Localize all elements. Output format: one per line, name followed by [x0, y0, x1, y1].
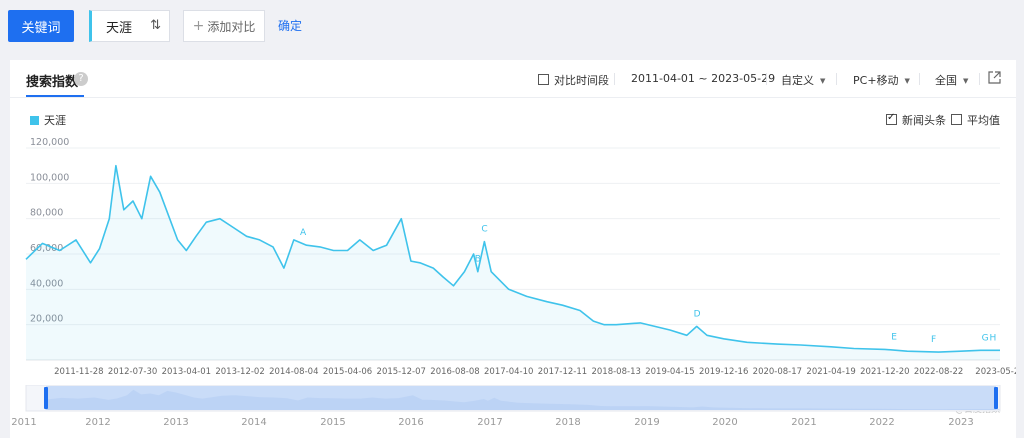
x-tick-label: 2012-07-30	[108, 367, 157, 377]
annotation-marker: E	[891, 332, 897, 342]
add-compare-button[interactable]: + 添加对比	[183, 10, 265, 42]
chart-legend[interactable]: 天涯	[30, 112, 66, 128]
slider-year-label: 2023	[948, 417, 973, 428]
region-dropdown[interactable]: 全国 ▼	[935, 72, 968, 88]
slider-year-label: 2013	[163, 417, 188, 428]
title-underline	[26, 95, 84, 97]
search-index-panel: 搜索指数 ? 对比时间段 2011-04-01 ~ 2023-05-29 自定义…	[10, 60, 1016, 438]
search-term-box[interactable]: 天涯 ⇅	[89, 10, 170, 42]
slider-year-label: 2014	[241, 417, 266, 428]
x-tick-label: 2021-12-20	[860, 367, 909, 377]
news-headlines-label: 新闻头条	[902, 114, 946, 127]
toolbar: 关键词 天涯 ⇅ + 添加对比 确定	[0, 0, 1024, 52]
series-line	[25, 164, 1000, 353]
x-tick-label: 2011-11-28	[54, 367, 103, 377]
checkbox-icon[interactable]	[886, 112, 897, 125]
annotation-marker: C	[481, 225, 487, 235]
x-tick-label: 2019-04-15	[645, 367, 694, 377]
annotation-marker: F	[931, 335, 936, 345]
swap-icon[interactable]: ⇅	[150, 18, 161, 33]
x-tick-label: 2013-12-02	[215, 367, 264, 377]
keyword-button[interactable]: 关键词	[8, 10, 74, 42]
x-tick-label: 2014-08-04	[269, 367, 318, 377]
plus-icon: +	[192, 18, 205, 34]
annotation-marker: H	[990, 333, 997, 343]
device-label: PC+移动	[853, 74, 899, 87]
divider	[979, 73, 980, 85]
annotation-marker: D	[694, 309, 701, 319]
date-range-picker[interactable]: 2011-04-01 ~ 2023-05-29	[631, 72, 776, 85]
slider-mini-area	[45, 389, 1000, 410]
slider-year-label: 2019	[634, 417, 659, 428]
device-dropdown[interactable]: PC+移动 ▼	[853, 72, 910, 88]
y-tick-label: 120,000	[30, 137, 69, 148]
series-area	[26, 165, 1000, 360]
search-term-label: 天涯	[106, 20, 133, 36]
slider-year-label: 2021	[791, 417, 816, 428]
y-tick-label: 20,000	[30, 314, 63, 325]
x-tick-label: 2013-04-01	[162, 367, 211, 377]
add-compare-label: 添加对比	[207, 19, 256, 34]
x-tick-label: 2017-12-11	[538, 367, 587, 377]
compare-period-label: 对比时间段	[554, 74, 609, 87]
slider-year-label: 2016	[398, 417, 423, 428]
slider-year-label: 2020	[712, 417, 737, 428]
panel-header: 搜索指数 ? 对比时间段 2011-04-01 ~ 2023-05-29 自定义…	[10, 60, 1016, 98]
x-tick-label: 2018-08-13	[591, 367, 640, 377]
annotation-marker: B	[475, 255, 481, 265]
slider-year-label: 2012	[85, 417, 110, 428]
y-tick-label: 60,000	[30, 243, 63, 254]
annotation-marker: A	[300, 228, 307, 238]
y-tick-label: 40,000	[30, 278, 63, 289]
x-tick-label: 2015-12-07	[377, 367, 426, 377]
external-link-icon[interactable]	[988, 71, 1001, 84]
help-icon[interactable]: ?	[74, 72, 88, 86]
checkbox-icon[interactable]	[951, 114, 962, 125]
news-headlines-toggle[interactable]: 新闻头条	[886, 112, 946, 128]
legend-swatch	[30, 116, 39, 125]
average-label: 平均值	[967, 114, 1000, 127]
caret-down-icon: ▼	[820, 77, 826, 85]
y-tick-label: 80,000	[30, 208, 63, 219]
slider-year-label: 2015	[320, 417, 345, 428]
custom-range-label: 自定义	[781, 74, 814, 87]
x-tick-label: 2023-05-29	[975, 367, 1016, 377]
confirm-link[interactable]: 确定	[278, 19, 303, 33]
slider-handle-right[interactable]	[994, 387, 998, 409]
slider-year-label: 2022	[869, 417, 894, 428]
divider	[766, 73, 767, 85]
compare-period-toggle[interactable]: 对比时间段	[538, 72, 609, 88]
divider	[614, 73, 615, 85]
region-label: 全国	[935, 74, 957, 87]
checkbox-icon[interactable]	[538, 74, 549, 85]
slider-year-label: 2017	[477, 417, 502, 428]
divider	[919, 73, 920, 85]
x-tick-label: 2017-04-10	[484, 367, 533, 377]
x-tick-label: 2015-04-06	[323, 367, 372, 377]
x-tick-label: 2020-08-17	[753, 367, 802, 377]
slider-handle-left[interactable]	[44, 387, 48, 409]
y-tick-label: 100,000	[30, 172, 69, 183]
annotation-marker: G	[982, 333, 989, 343]
x-tick-label: 2022-08-22	[914, 367, 963, 377]
slider-year-label: 2018	[555, 417, 580, 428]
legend-series-label: 天涯	[44, 114, 66, 127]
x-tick-label: 2021-04-19	[806, 367, 855, 377]
slider-year-label: 2011	[11, 417, 36, 428]
custom-range-dropdown[interactable]: 自定义 ▼	[781, 72, 825, 88]
panel-title: 搜索指数	[26, 75, 79, 90]
x-tick-label: 2016-08-08	[430, 367, 479, 377]
caret-down-icon: ▼	[904, 77, 910, 85]
average-toggle[interactable]: 平均值	[951, 112, 1000, 128]
x-tick-label: 2019-12-16	[699, 367, 748, 377]
caret-down-icon: ▼	[963, 77, 969, 85]
divider	[836, 73, 837, 85]
timeline-slider[interactable]: 2011 2012 2013 2014 2015 2016 2017 2018 2019 2020…	[0, 385, 1024, 438]
search-index-chart[interactable]: 120,000 100,000 80,000 60,000 40,000 20,000 A B…	[10, 120, 1016, 438]
